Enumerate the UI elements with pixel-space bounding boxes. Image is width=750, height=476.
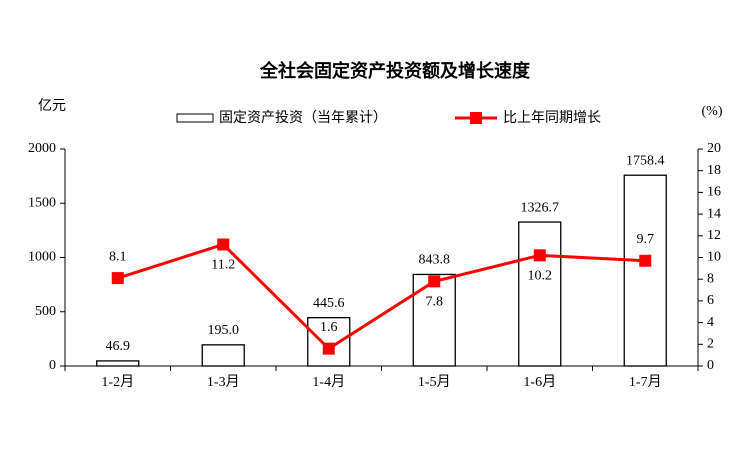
bar	[518, 221, 562, 367]
bar-value-label: 1326.7	[521, 200, 560, 215]
bar-value-label: 195.0	[208, 323, 240, 338]
bar	[96, 360, 140, 367]
line-marker	[217, 238, 230, 251]
y2-tick-label: 4	[707, 315, 714, 330]
y2-tick-label: 12	[707, 228, 721, 243]
chart-title: 全社会固定资产投资额及增长速度	[259, 60, 531, 81]
y-tick-label: 500	[35, 304, 56, 319]
y2-tick-label: 0	[707, 358, 714, 373]
x-tick-label: 1-7月	[629, 374, 662, 390]
y2-tick-label: 10	[707, 250, 721, 265]
line-marker	[533, 249, 546, 262]
bar-value-label: 1758.4	[626, 153, 665, 168]
y-axis-label: 亿元	[38, 98, 66, 114]
y2-tick-label: 2	[707, 337, 714, 352]
legend-label: 固定资产投资（当年累计）	[219, 110, 387, 126]
x-tick-label: 1-3月	[207, 374, 240, 390]
line-marker	[639, 254, 652, 267]
y2-tick-label: 18	[707, 163, 721, 178]
bar-value-label: 445.6	[313, 296, 345, 311]
legend-label: 比上年同期增长	[503, 110, 601, 126]
line-value-label: 10.2	[528, 269, 553, 284]
line-marker	[111, 272, 124, 285]
y2-tick-label: 16	[707, 185, 721, 200]
legend-swatch	[176, 113, 214, 123]
y2-tick-label: 14	[707, 206, 721, 221]
x-tick-label: 1-2月	[101, 374, 134, 390]
bar-value-label: 843.8	[419, 253, 451, 268]
y-tick-label: 2000	[28, 141, 56, 156]
line	[117, 242, 646, 351]
line-value-label: 7.8	[426, 295, 444, 310]
y-tick-label: 1000	[28, 250, 56, 265]
line-value-label: 9.7	[637, 232, 655, 247]
x-tick-label: 1-5月	[418, 374, 451, 390]
line-value-label: 11.2	[211, 258, 235, 273]
bar	[307, 317, 351, 367]
bar	[412, 273, 456, 367]
line-value-label: 1.6	[320, 320, 338, 335]
legend-marker	[470, 112, 482, 124]
line-marker	[322, 342, 335, 355]
x-tick-label: 1-6月	[523, 374, 556, 390]
line-value-label: 8.1	[109, 249, 127, 264]
line-marker	[428, 275, 441, 288]
y2-tick-label: 8	[707, 271, 714, 286]
y2-axis-label: (%)	[702, 104, 723, 119]
bar	[623, 174, 667, 367]
bar-value-label: 46.9	[106, 339, 131, 354]
y-tick-label: 1500	[28, 195, 56, 210]
bar	[201, 344, 245, 367]
y2-tick-label: 6	[707, 293, 714, 308]
y2-tick-label: 20	[707, 141, 721, 156]
x-tick-label: 1-4月	[312, 374, 345, 390]
y-tick-label: 0	[49, 358, 56, 373]
